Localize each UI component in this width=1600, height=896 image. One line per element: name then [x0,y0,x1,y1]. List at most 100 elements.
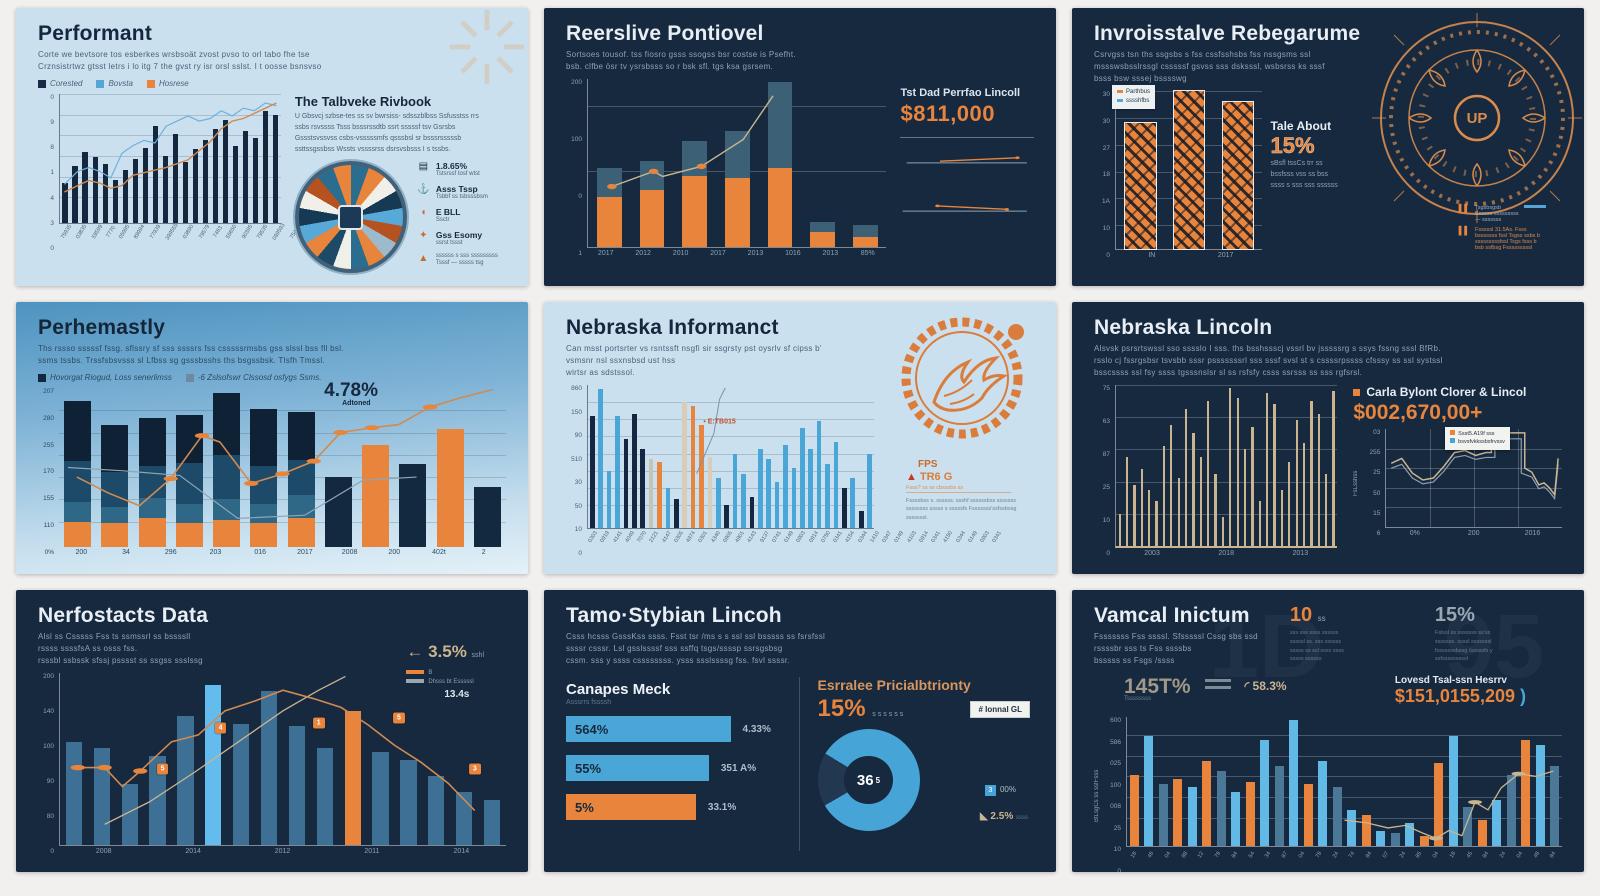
stat-item: ✦ Gss Esomy ssrst tssst [417,230,506,248]
kpi-row: 145T% Tssssssss ◜ 58.3% Lovesd Tsal-ssn H… [1124,675,1562,715]
panel-subtitle: Csrvgss tsn ths ssgsbs s fss cssfsshsbs … [1094,50,1325,83]
stamp-aside: FPS ▲ TR6 G Fsss? ss ss cbsssbs ss Fssssb… [884,316,1034,557]
legend-item: Corested [38,79,82,88]
warning-icon: ▲ [906,471,917,483]
donut-chart: 36 5 [817,729,920,831]
chart-legend: Hovorgat Riogud, Loss senerlimss -6 Zsls… [38,373,506,382]
bullet-row: ▌▌ Tsgsbsgsb Bsssss sssssssss — sssssss [1459,205,1546,223]
down-arrow-icon: ◣ [979,811,988,822]
arc-icon: ◜ [1244,679,1250,693]
delta-stat: ◜ 58.3% [1244,679,1287,693]
stat-overlay: 4.78% Adtoned [324,380,378,407]
orange-note: Fsss? ss ss cbsssbs ss [906,485,1011,493]
ghost-watermark: 1D [1209,596,1324,699]
tr6-label: ▲ TR6 G [906,471,953,483]
footnote-bullets: ▌▌ Tsgsbsgsb Bsssss sssssssss — sssssss … [1459,201,1546,251]
multicolor-bar-chart: BtLsgCs ss ssfFsss 600 586 025 100 008 25 10 0 18… [1094,717,1562,872]
panel-subtitle: Corte we bevtsore tos esberkes wrsbsoät … [38,50,322,71]
donut-center: 36 5 [844,755,893,805]
percent-stat: 145T% Tssssssss [1124,675,1191,702]
stat-item: ⚓ Asss Tssp Tsbbf ss tsbsssbsm [417,184,488,201]
bowl-icon: ◖ [420,207,427,219]
legend-item: sssshfbs [1117,97,1150,106]
wheel-chart [294,161,407,274]
panel-perhemastly: Perhemastly Ths rssso sssssf fssg. sflss… [16,302,528,574]
panel-subtitle: Fsssssss Fss ssssl. Sfsssssl Cssg sbs ss… [1094,632,1258,665]
panel-title: Perhemastly [38,316,166,339]
stat-block: Tale About 15% sBsfl tssCs trr ss bssfsss… [1270,91,1364,261]
aside-body: U Gbsvcj szbse-tes ss sv bwrsiss- sdsszb… [294,113,479,153]
horizontal-bar-chart: 564% 4.33% 55% 351 A% 5% 33.1% [566,716,783,820]
panel-invroisstalve-rebegarume: Invroisstalve Rebegarume Csrvgss tsn ths… [1072,8,1584,286]
legend-swatch [146,79,155,88]
step-line-chart: FsLsshss 03 255 25 50 15 6 0% 200 2016 [1353,429,1562,537]
panel-title: Nebraska Informanct [566,316,779,339]
stat-item: ▤ 1.8.65% Tstsrssf tosf wtst [418,161,480,178]
panel-nerfostacts-data: Nerfostacts Data Alsl ss Csssss Fss ts s… [16,590,528,872]
section-heading: Canapes Meck [566,681,671,698]
panel-subtitle: Can msst portsrter vs rsntssft nsgfi sir… [566,344,822,377]
label-chip: # Ionnal GL [970,701,1030,718]
footnote-paragraph: Fssssbss s. ssssss. ssshf ssssssbss ssss… [906,498,1017,521]
kpi-aside: Tst Dad Perrfao Lincoll $811,000 [900,79,1034,257]
eagle-stamp [901,317,1024,439]
kpi-label: Tst Dad Perrfao Lincoll [900,87,1021,99]
legend-item: Parthbus [1117,88,1150,97]
stacked-bar-chart: 200 100 0 1 2017 2012 2010 2017 2013 1016 2013 85% [566,79,887,257]
annotated-bar-chart: 200 140 100 90 80 0 5 4 1 5 3 2008 2014 2012 2011 2014 [38,673,506,855]
legend-swatch [1353,389,1361,396]
legend-swatch [38,79,46,88]
legend-swatch [38,373,46,382]
legend-item: Hovorgat Riogud, Loss senerlimss [38,373,172,382]
bars-icon: ▌▌ [1458,226,1470,235]
kpi-amount: $002,670,00+ [1353,401,1483,424]
floral-watermark [450,10,524,84]
panel-title: Tamo·Stybian Lincoh [566,604,782,627]
stat-block: 15% Fslssl ss sssssss ss'ss sssssss. ssss… [1434,604,1493,663]
stat-block: 10 ss sss sss ssss ssssss sssssl ss. sss … [1289,604,1344,663]
playbook-aside: The Talbveke Rivbook U Gbsvcj szbse-tes … [294,94,506,274]
stat-list: ▤ 1.8.65% Tstsrssf tosf wtst ⚓ Asss Tssp Tsb… [417,161,506,273]
tooltip-swatch [1450,438,1456,444]
decline-stat: ◣ 2.5% ssss [979,811,1028,822]
tooltip-swatch [1450,430,1456,435]
mandala-graphic: UP [1372,13,1582,223]
donut-legend-badge: 3 00% [984,785,1016,796]
panel-vamcal-inictum: 1D 95 Vamcal Inictum Fsssssss Fss ssssl.… [1072,590,1584,872]
panel-title: Nebraska Lincoln [1094,316,1273,339]
wheel-hub [338,204,364,230]
stacked-bar-line-chart: 207 280 255 170 155 110 0% 200 34 296 203 016 2017 20… [38,388,506,556]
divider [900,137,1034,138]
panel-title: Vamcal Inictum [1094,604,1250,627]
stat-value: 15% [1270,133,1315,159]
flame-icon: ▲ [418,252,429,264]
comb-bar-chart: 75 63 87 25 10 0 2003 2018 2013 [1094,385,1338,557]
stat-caption: sBsfl tssCs trr ss bssfsss vss ss bss ssss… [1270,160,1338,189]
amount-block: Lovesd Tsal-ssn Hesrrv $151,0155,209 ) [1394,675,1526,706]
panel-subtitle: Csss hcsss GsssKss ssss. Fsst tsr /ms s … [566,632,826,665]
stat-label: Tale About [1270,119,1332,133]
ghost-watermark: 95 [1444,596,1544,699]
vertical-divider [798,677,800,851]
panel-subtitle: Ths rssso sssssf fssg. sflssry sf sss ss… [38,344,344,365]
panel-subtitle: Alsl ss Csssss Fss ts ssmssrl ss bssssll… [38,632,203,665]
chart-legend-box: Parthbus sssshfbs [1112,85,1156,109]
tooltip-box: Ssst5.A19f sss bsvsfvkkssbsfrvssv [1445,427,1510,450]
person-icon: ✦ [419,229,428,241]
thin-bar-chart: 860 150 90 510 30 50 10 0 ▪ E:TB015 0303 0919 4141 4… [571,385,1004,557]
hatched-bar-chart-wrap: Parthbus sssshfbs 30 30 27 18 1A 10 0 IN 2017 [1094,85,1263,261]
document-icon: ▤ [418,161,429,173]
panel-performant: Performant Corte we bevtsore tos esberke… [16,8,528,286]
mandala-graphic-wrap: UP ▌▌ Tsgsbsgsb Bsssss sssssssss — sssss… [1372,13,1582,261]
panel-title: Nerfostacts Data [38,604,209,627]
kpi-value: 13.4s [444,689,470,700]
series-label: Carla Bylont Clorer & Lincol [1353,385,1562,399]
stat-overlay: ← 3.5% sshl B Dhsss bt Esssssl 13.4s [406,642,484,700]
mini-legend: B Dhsss bt Esssssl [406,670,484,685]
legend-swatch [1117,89,1123,93]
bars-icon: ▌▌ [1458,204,1470,213]
legend-item: Bovsta [96,79,133,88]
aside-heading: The Talbveke Rivbook [294,94,432,109]
legend-swatch [406,679,425,684]
